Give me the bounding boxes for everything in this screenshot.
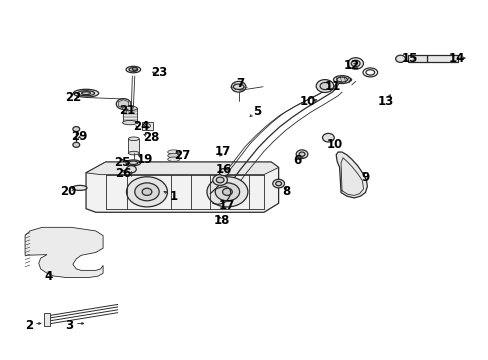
Circle shape [296,150,307,158]
Text: 12: 12 [343,59,359,72]
Circle shape [222,188,232,195]
Bar [43,314,50,326]
Text: 10: 10 [326,138,342,150]
Circle shape [206,177,247,207]
Ellipse shape [362,68,377,77]
Ellipse shape [122,121,137,125]
Ellipse shape [128,137,139,140]
Text: 8: 8 [281,185,289,198]
Ellipse shape [122,106,137,111]
Ellipse shape [167,150,180,154]
Polygon shape [86,162,278,212]
Circle shape [347,58,363,69]
Bar [122,108,137,123]
Ellipse shape [128,151,139,155]
Ellipse shape [167,153,180,158]
Ellipse shape [365,70,374,75]
Ellipse shape [167,157,180,161]
Ellipse shape [73,89,99,97]
Text: 23: 23 [151,66,167,79]
Text: 13: 13 [377,95,393,108]
Text: 18: 18 [213,214,229,227]
Ellipse shape [81,92,90,95]
Circle shape [216,177,224,183]
Circle shape [395,55,405,62]
Bar [128,139,139,153]
Circle shape [219,168,228,176]
Polygon shape [118,100,128,108]
Text: 22: 22 [64,91,81,104]
Text: 19: 19 [136,153,152,166]
Circle shape [320,82,329,90]
Text: 7: 7 [236,77,244,90]
Circle shape [231,81,245,92]
Polygon shape [335,78,351,82]
Text: 10: 10 [299,95,315,108]
Circle shape [116,99,131,109]
Circle shape [215,183,239,201]
Ellipse shape [129,68,138,71]
Circle shape [126,166,136,173]
Text: 1: 1 [169,190,178,203]
Text: 21: 21 [119,104,135,117]
Text: 28: 28 [142,131,159,144]
Circle shape [73,127,80,132]
Ellipse shape [233,84,244,89]
Text: 6: 6 [292,154,301,167]
Circle shape [322,134,333,142]
Circle shape [299,152,305,156]
Text: 27: 27 [174,149,190,162]
Circle shape [316,80,333,93]
Ellipse shape [333,76,350,84]
Bar [142,122,153,130]
Bar [407,55,427,62]
Polygon shape [335,152,366,198]
Text: 26: 26 [115,167,131,180]
Text: 2: 2 [25,319,33,332]
Ellipse shape [126,66,141,73]
Ellipse shape [72,185,87,190]
Circle shape [350,60,359,67]
Circle shape [142,188,152,195]
Ellipse shape [336,77,346,82]
Text: 25: 25 [114,156,130,169]
Circle shape [126,177,167,207]
Text: 9: 9 [361,171,369,184]
Ellipse shape [126,160,141,166]
Text: 16: 16 [215,163,232,176]
Polygon shape [86,162,278,175]
Text: 5: 5 [252,105,260,118]
Text: 17: 17 [218,199,234,212]
Bar [427,55,457,62]
Text: 29: 29 [71,130,88,144]
Circle shape [73,142,80,147]
Text: 24: 24 [133,121,149,134]
Circle shape [135,183,159,201]
Text: 15: 15 [401,51,418,64]
Ellipse shape [129,161,138,165]
Ellipse shape [77,91,94,96]
Text: 11: 11 [325,80,341,93]
Text: 4: 4 [44,270,53,283]
Ellipse shape [144,124,150,128]
Circle shape [272,179,284,188]
Circle shape [212,175,227,185]
Text: 17: 17 [214,145,230,158]
Text: 14: 14 [447,51,464,64]
Text: 20: 20 [60,185,76,198]
Polygon shape [25,227,103,278]
Text: 3: 3 [65,319,73,332]
Circle shape [132,67,137,71]
Circle shape [275,181,281,186]
